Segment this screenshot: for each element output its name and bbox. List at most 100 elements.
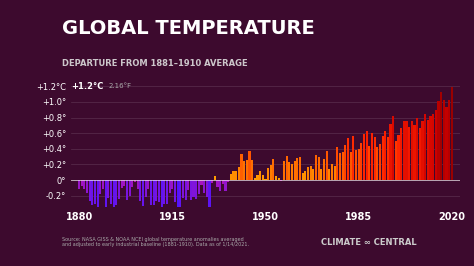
Bar <box>153 180 155 205</box>
Bar <box>411 121 413 180</box>
Bar <box>94 180 96 204</box>
Bar <box>400 128 402 180</box>
Bar <box>259 172 261 180</box>
Bar <box>280 180 283 181</box>
Bar <box>334 166 336 180</box>
Bar <box>357 149 360 180</box>
Bar <box>307 167 309 180</box>
Bar <box>405 121 408 180</box>
Bar <box>275 176 277 180</box>
Bar <box>331 164 333 180</box>
Bar <box>214 176 216 180</box>
Text: CLIMATE ∞ CENTRAL: CLIMATE ∞ CENTRAL <box>321 238 417 247</box>
Bar <box>145 180 147 197</box>
Bar <box>320 169 322 180</box>
Bar <box>163 180 165 203</box>
Bar <box>83 180 85 189</box>
Bar <box>209 180 210 209</box>
Bar <box>126 180 128 201</box>
Bar <box>392 116 394 180</box>
Bar <box>390 124 392 180</box>
Bar <box>89 180 91 201</box>
Text: 2.16°F: 2.16°F <box>109 83 131 89</box>
Bar <box>267 168 269 180</box>
Bar <box>190 180 192 200</box>
Bar <box>201 180 202 185</box>
Bar <box>262 174 264 180</box>
Bar <box>131 180 133 187</box>
Bar <box>435 110 437 180</box>
Bar <box>166 180 168 203</box>
Bar <box>147 180 149 189</box>
Bar <box>105 180 107 208</box>
Bar <box>120 180 123 188</box>
Bar <box>81 180 83 186</box>
Bar <box>110 180 112 203</box>
Bar <box>355 149 357 180</box>
Bar <box>440 92 442 180</box>
Bar <box>137 180 139 189</box>
Bar <box>365 131 368 180</box>
Bar <box>246 160 248 180</box>
Bar <box>227 180 229 182</box>
Bar <box>222 180 224 184</box>
Bar <box>270 165 272 180</box>
Bar <box>379 144 381 180</box>
Bar <box>296 158 299 180</box>
Bar <box>240 154 243 180</box>
Bar <box>235 172 237 180</box>
Text: GLOBAL TEMPERATURE: GLOBAL TEMPERATURE <box>62 19 314 38</box>
Bar <box>78 180 80 189</box>
Bar <box>171 180 173 189</box>
Bar <box>219 180 221 191</box>
Bar <box>443 100 445 180</box>
Bar <box>339 153 341 180</box>
Bar <box>248 151 251 180</box>
Bar <box>273 159 274 180</box>
Bar <box>427 120 429 180</box>
Bar <box>421 121 424 180</box>
Bar <box>352 136 355 180</box>
Bar <box>374 137 376 180</box>
Bar <box>243 161 245 180</box>
Bar <box>294 161 296 180</box>
Bar <box>107 180 109 198</box>
Bar <box>451 87 453 180</box>
Bar <box>328 169 330 180</box>
Bar <box>174 180 176 202</box>
Bar <box>187 180 189 190</box>
Bar <box>438 101 439 180</box>
Text: +1.2°C: +1.2°C <box>71 82 103 91</box>
Bar <box>256 174 258 180</box>
Text: DEPARTURE FROM 1881–1910 AVERAGE: DEPARTURE FROM 1881–1910 AVERAGE <box>62 59 247 68</box>
Bar <box>429 116 431 180</box>
Bar <box>278 178 280 180</box>
Bar <box>360 143 362 180</box>
Bar <box>203 180 205 193</box>
Bar <box>225 180 227 191</box>
Bar <box>318 157 320 180</box>
Bar <box>371 133 373 180</box>
Bar <box>176 180 179 214</box>
Bar <box>344 145 346 180</box>
Bar <box>150 180 152 205</box>
Bar <box>134 180 136 182</box>
Bar <box>347 138 349 180</box>
Bar <box>376 147 378 180</box>
Bar <box>254 178 256 180</box>
Bar <box>432 114 434 180</box>
Bar <box>232 172 235 180</box>
Bar <box>384 131 386 180</box>
Bar <box>128 180 131 196</box>
Bar <box>395 141 397 180</box>
Text: Source: NASA GISS & NOAA NCEI global temperature anomalies averaged
and adjusted: Source: NASA GISS & NOAA NCEI global tem… <box>62 236 249 247</box>
Bar <box>97 180 99 207</box>
Bar <box>283 161 285 180</box>
Bar <box>155 180 157 201</box>
Bar <box>291 164 293 180</box>
Bar <box>158 180 160 202</box>
Bar <box>230 174 232 180</box>
Bar <box>238 167 240 180</box>
Bar <box>424 114 426 180</box>
Bar <box>192 180 195 197</box>
